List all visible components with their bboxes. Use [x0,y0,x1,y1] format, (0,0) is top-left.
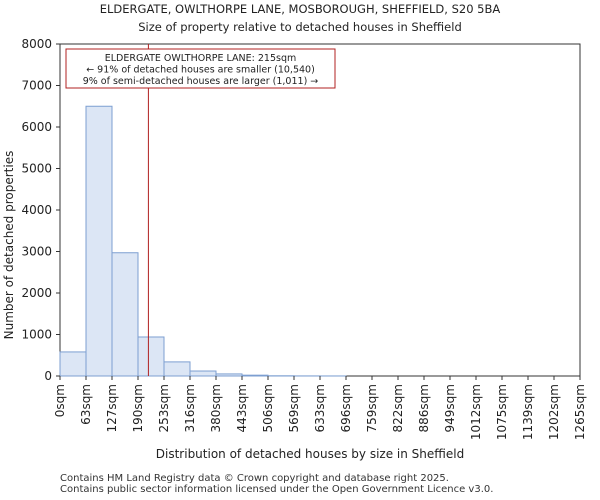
histogram-bar [111,252,139,377]
x-tick-label: 886sqm [417,384,431,432]
histogram-bar [85,105,113,377]
x-tick-label: 380sqm [209,384,223,432]
chart-title: ELDERGATE, OWLTHORPE LANE, MOSBOROUGH, S… [100,2,501,16]
y-tick-label: 5000 [21,162,52,176]
x-tick-label: 63sqm [79,384,93,425]
x-tick-label: 822sqm [391,384,405,432]
chart-subtitle: Size of property relative to detached ho… [138,20,462,34]
x-tick-label: 569sqm [287,384,301,432]
footer: Contains HM Land Registry data © Crown c… [60,473,493,495]
x-tick-label: 1265sqm [573,384,587,440]
histogram-bar [215,373,243,377]
y-tick-label: 0 [44,369,52,383]
x-tick-label: 127sqm [105,384,119,432]
y-tick-label: 3000 [21,245,52,259]
annotation-line-1: ELDERGATE OWLTHORPE LANE: 215sqm [105,53,297,64]
x-tick-label: 1202sqm [547,384,561,440]
y-tick-label: 1000 [21,328,52,342]
histogram-bar [137,336,165,377]
histogram-bar [59,351,87,377]
x-tick-label: 1139sqm [521,384,535,440]
y-tick-label: 2000 [21,286,52,300]
annotation-line-2: ← 91% of detached houses are smaller (10… [86,65,315,76]
x-tick-label: 506sqm [261,384,275,432]
y-axis-label: Number of detached properties [2,151,16,340]
x-tick-label: 253sqm [157,384,171,432]
footer-line-1: Contains HM Land Registry data © Crown c… [60,473,449,484]
x-tick-label: 190sqm [131,384,145,432]
annotation-box [65,48,336,89]
y-tick-label: 8000 [21,37,52,51]
x-tick-label: 0sqm [53,384,67,417]
histogram-bar [163,361,191,377]
y-tick-label: 6000 [21,120,52,134]
x-tick-label: 1012sqm [469,384,483,440]
footer-line-2: Contains public sector information licen… [60,484,494,495]
x-tick-label: 1075sqm [495,384,509,440]
y-tick-label: 4000 [21,203,52,217]
x-tick-label: 633sqm [313,384,327,432]
histogram-bar [189,370,217,377]
x-tick-label: 443sqm [235,384,249,432]
plot-area: 0 1000 2000 3000 4000 5000 6000 7000 8000 0sqm 63s… [21,37,587,440]
histogram-bar [241,374,269,377]
x-tick-label: 759sqm [365,384,379,432]
x-tick-label: 696sqm [339,384,353,432]
y-tick-label: 7000 [21,79,52,93]
x-axis-label: Distribution of detached houses by size … [156,447,464,461]
annotation-line-3: 9% of semi-detached houses are larger (1… [83,76,319,87]
x-tick-label: 316sqm [183,384,197,432]
x-tick-label: 949sqm [443,384,457,432]
